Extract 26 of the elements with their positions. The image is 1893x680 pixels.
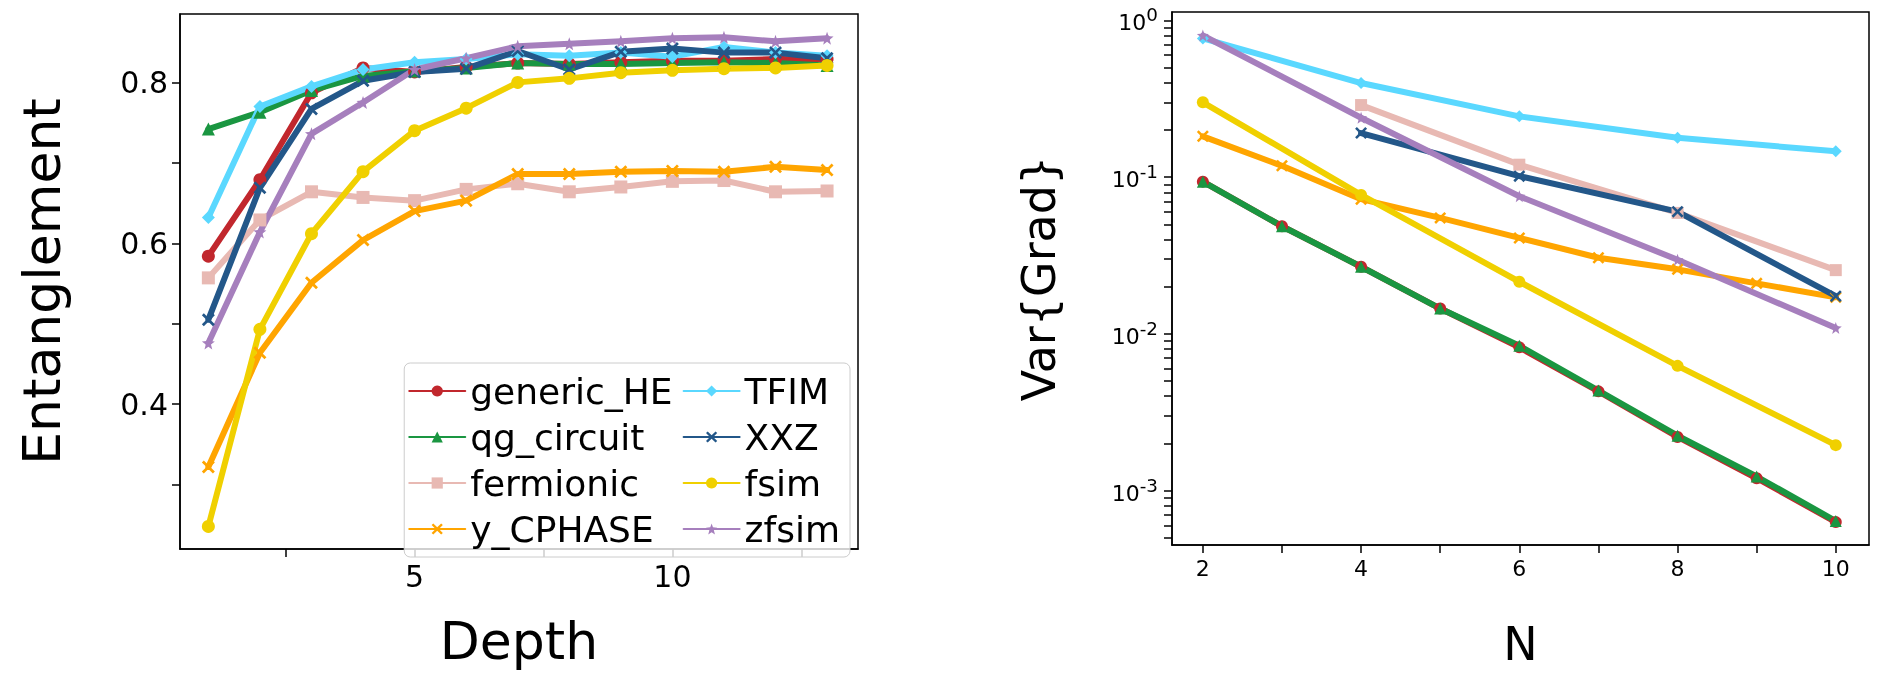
x-tick-label: 2 xyxy=(1195,555,1210,581)
x-tick-label: 10 xyxy=(1821,555,1850,581)
y-tick-label: 0.4 xyxy=(120,386,168,422)
x-tick-label: 6 xyxy=(1512,555,1527,581)
y-tick-label: 10$^{-3}$ xyxy=(1111,474,1158,506)
y-tick-label: 10$^{0}$ xyxy=(1118,4,1158,35)
y-axis-title: Var{Grad} xyxy=(1012,155,1066,402)
legend-label: XXZ xyxy=(744,416,819,458)
x-tick-label: 8 xyxy=(1670,555,1685,581)
y-tick-label: 0.6 xyxy=(120,225,168,261)
x-tick-label: 5 xyxy=(405,558,425,594)
x-axis-title: Depth xyxy=(439,611,599,671)
legend-label: fermionic xyxy=(470,462,639,504)
legend-label: qg_circuit xyxy=(470,416,645,458)
x-axis-title: N xyxy=(1503,617,1538,671)
y-tick-label: 10$^{-2}$ xyxy=(1111,318,1158,349)
y-tick-label: 10$^{-1}$ xyxy=(1111,161,1158,192)
x-tick-label: 10 xyxy=(653,558,692,594)
y-tick-label: 0.8 xyxy=(120,64,168,100)
x-tick-label: 4 xyxy=(1354,555,1369,581)
legend-label: y_CPHASE xyxy=(470,508,654,550)
legend-label: TFIM xyxy=(743,370,829,412)
legend-label: zfsim xyxy=(744,508,841,550)
y-axis-title: Entanglement xyxy=(12,98,72,465)
legend-label: fsim xyxy=(744,462,822,504)
legend-label: generic_HE xyxy=(470,370,673,412)
